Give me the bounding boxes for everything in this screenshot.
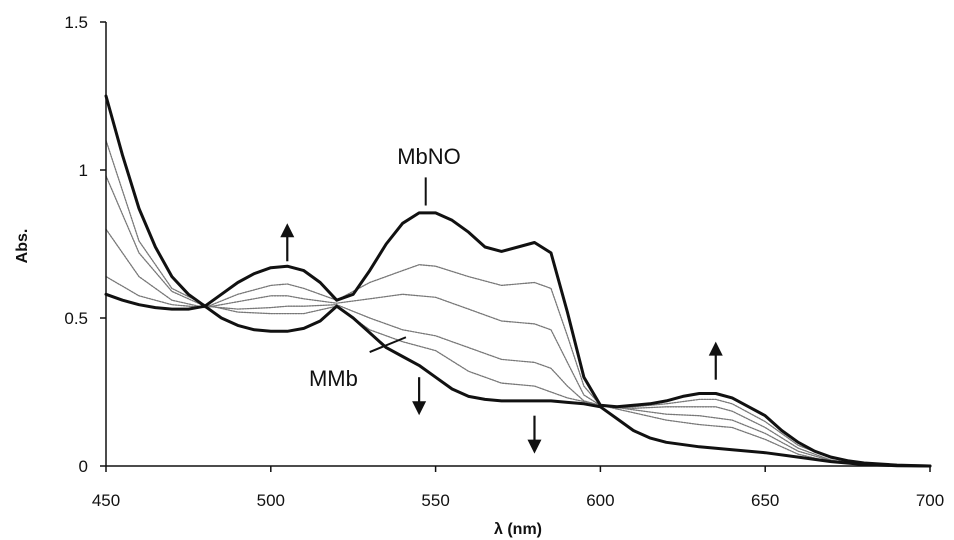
arrow-head — [412, 401, 427, 416]
x-ticks: 450 500 550 600 650 700 — [92, 466, 944, 510]
axes — [105, 22, 930, 467]
arrows — [280, 223, 723, 454]
arrow-head — [708, 341, 723, 356]
x-axis-title: λ (nm) — [494, 521, 542, 538]
x-tick-label: 450 — [92, 491, 120, 510]
arrow-up-icon — [280, 223, 295, 262]
y-ticks: 0 0.5 1 1.5 — [64, 13, 106, 476]
series-mmb-line — [104, 94, 932, 468]
y-tick-label: 0.5 — [64, 309, 88, 328]
series-mbno-line — [104, 211, 932, 468]
mmb-label: MMb — [309, 366, 358, 391]
annotations: MbNO MMb — [309, 144, 461, 391]
x-tick-label: 600 — [586, 491, 614, 510]
series-intermediate-4-line — [105, 139, 931, 467]
series-intermediate-2-line — [105, 228, 931, 467]
arrow-head — [280, 223, 295, 238]
mbno-label: MbNO — [397, 144, 461, 169]
plot-area — [104, 94, 932, 468]
y-tick-label: 0 — [79, 457, 88, 476]
y-tick-label: 1.5 — [64, 13, 88, 32]
arrow-down-icon — [527, 415, 542, 454]
arrow-up-icon — [708, 341, 723, 380]
x-tick-label: 550 — [421, 491, 449, 510]
y-tick-label: 1 — [79, 161, 88, 180]
mmb-leader-line — [369, 336, 407, 353]
x-tick-label: 500 — [257, 491, 285, 510]
series-intermediate-3-line — [105, 175, 931, 467]
arrow-down-icon — [412, 377, 427, 416]
series-intermediate-1-line — [105, 264, 931, 467]
x-tick-label: 650 — [751, 491, 779, 510]
y-axis-title: Abs. — [14, 229, 31, 264]
x-tick-label: 700 — [916, 491, 944, 510]
arrow-head — [527, 439, 542, 454]
